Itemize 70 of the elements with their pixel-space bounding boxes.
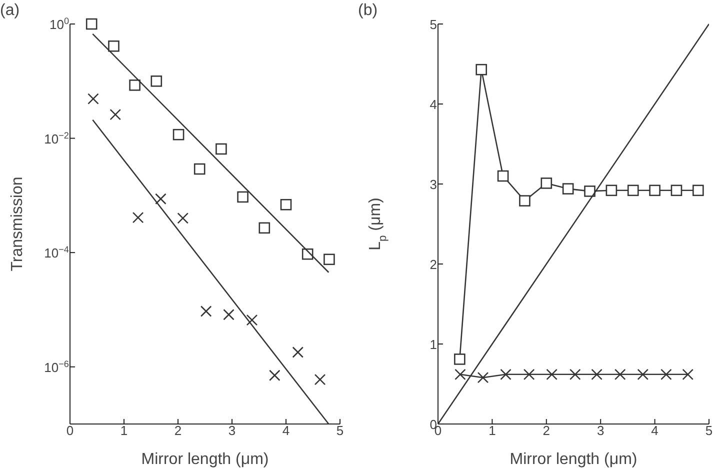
point	[569, 368, 581, 380]
point	[292, 346, 304, 358]
point	[682, 368, 694, 380]
point	[614, 368, 626, 380]
point	[88, 93, 99, 104]
point	[194, 163, 206, 175]
x-tick-label: 4	[651, 423, 658, 438]
x-tick-label: 5	[705, 423, 713, 438]
x-tick-label: 3	[228, 423, 236, 438]
point	[150, 75, 162, 87]
y-tick-label: 2	[430, 257, 437, 272]
point	[200, 306, 212, 317]
y-axis-title: Transmission	[9, 176, 26, 272]
point	[649, 184, 660, 196]
point	[132, 212, 144, 224]
x-axis-title: Mirror length (μm)	[141, 451, 269, 468]
point	[523, 368, 535, 380]
y-tick-label: 10$^{−4}$	[44, 244, 69, 261]
point	[606, 184, 618, 196]
point	[637, 368, 649, 380]
x-tick-label: 1	[120, 423, 128, 438]
point	[692, 184, 704, 196]
point	[324, 254, 335, 266]
point	[519, 195, 530, 206]
x-tick-label: 1	[488, 423, 496, 438]
point	[223, 308, 234, 320]
point	[108, 40, 120, 52]
point	[454, 368, 466, 380]
point	[627, 184, 639, 196]
x-tick-label: 5	[336, 423, 344, 438]
point	[155, 193, 166, 205]
point	[476, 64, 488, 76]
x-tick-label: 2	[174, 423, 182, 438]
point	[562, 183, 574, 194]
y-tick-label: 4	[430, 97, 437, 112]
point	[660, 368, 672, 380]
point	[110, 108, 122, 120]
point	[591, 368, 602, 380]
x-axis-title: Mirror length (μm)	[510, 451, 638, 468]
y-tick-label: 10$^{−2}$	[44, 130, 69, 146]
point	[302, 248, 314, 260]
point	[172, 128, 184, 140]
point	[177, 212, 189, 224]
x-tick-label: 4	[282, 423, 290, 438]
point	[584, 186, 596, 197]
point	[500, 368, 512, 380]
point	[314, 374, 326, 386]
point	[269, 370, 280, 382]
point	[497, 170, 509, 182]
point	[280, 198, 292, 210]
chart-title: (a)	[0, 2, 20, 20]
point	[129, 80, 140, 91]
point	[246, 314, 258, 326]
chart-title: (b)	[358, 2, 378, 20]
point	[670, 184, 682, 196]
point	[216, 143, 227, 155]
point	[454, 354, 466, 365]
point	[258, 222, 270, 234]
y-tick-label: 10$^{−6}$	[44, 358, 69, 375]
y-tick-label: 5	[430, 17, 437, 32]
point	[86, 18, 98, 30]
point	[540, 178, 552, 189]
y-tick-label: 10$^{0}$	[49, 16, 69, 32]
point	[237, 191, 248, 203]
point	[477, 372, 489, 384]
point	[546, 368, 558, 380]
x-tick-label: 3	[596, 423, 604, 438]
y-tick-label: 1	[430, 337, 437, 352]
x-tick-label: 2	[542, 423, 550, 438]
y-tick-label: 3	[430, 177, 437, 192]
